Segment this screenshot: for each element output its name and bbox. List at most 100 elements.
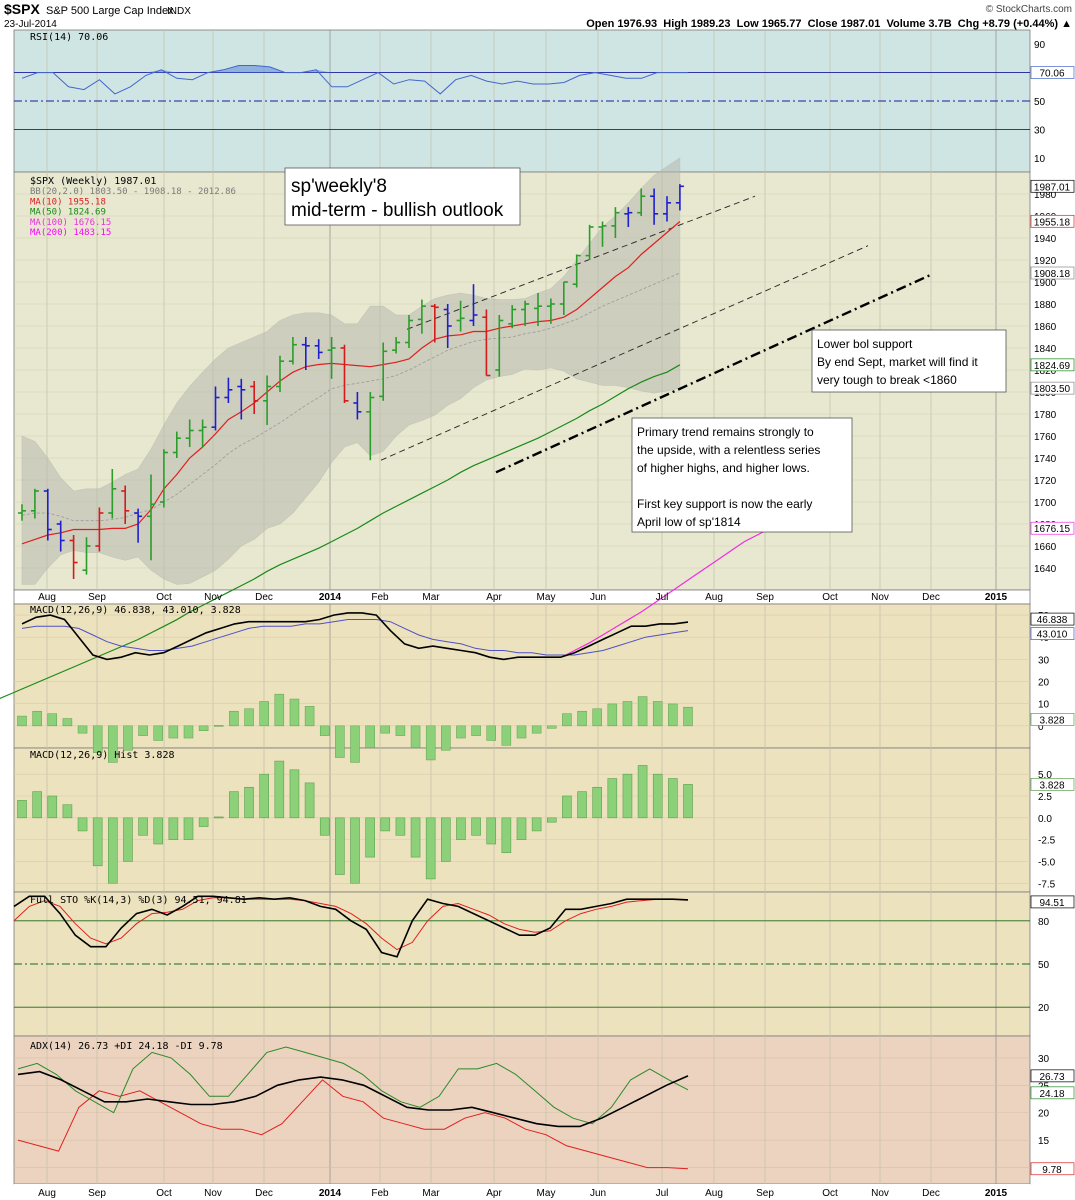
primary-line6: April low of sp'1814 [637,515,741,529]
macd-hist-small-value-label: 3.828 [1039,715,1064,726]
macd-hist-bar [410,817,421,858]
macd-hist-bar [486,817,497,845]
ma10-value-label-group: 1955.18 [1030,214,1075,228]
ohlc-bar [521,300,530,326]
macd-hist-bar [123,817,133,862]
x-label-bottom: 2014 [319,1188,342,1199]
ohlc-bar [340,344,349,403]
price-legend-item: MA(200) 1483.15 [30,228,111,238]
x-label-top: Dec [255,592,273,603]
ohlc-bar [185,419,194,447]
adx-value-label-box [1030,1069,1075,1083]
macd-hist-bar [668,778,678,819]
macd-tick: 10 [1038,700,1050,711]
lower-bol-line2: By end Sept, market will find it [817,355,978,369]
macd-small-hist-bar [289,698,300,727]
hist-value-label-group: 3.828 [1030,778,1075,791]
sto-tick: 50 [1038,960,1050,971]
minus-di-value-label-group: 9.78 [1030,1162,1075,1176]
sto-value-label-group: 94.51 [1030,895,1075,909]
macd-small-hist-bar [652,701,663,727]
primary-line1: Primary trend remains strongly to [637,425,814,439]
macd-hist-bar [395,817,406,836]
ohlc-bar [30,488,39,519]
primary-trend-box [631,417,853,533]
macd-hist-bar [138,817,148,836]
x-label-bottom: May [537,1188,556,1199]
x-label-top: Jul [656,592,669,603]
macd-small-hist-bar [365,725,375,749]
bb-lower-value-label: 1803.50 [1034,384,1071,395]
x-label-top: Nov [871,592,889,603]
rsi-tick: 90 [1034,40,1046,51]
x-label-bottom: Mar [422,1188,440,1199]
x-label-bottom: Apr [486,1188,502,1199]
macd-small-hist-bar [637,696,648,727]
macd-small-hist-bar [531,725,542,734]
ohlc-bar [637,188,646,216]
macd-small-hist-bar [471,725,481,736]
rsi-value-label-group: 70.06 [1030,66,1075,80]
macd-tick: 20 [1038,678,1050,689]
price-tick: 1860 [1034,322,1057,333]
signal-value-label-group: 43.010 [1030,627,1075,641]
minus-di-value-label-box [1030,1162,1075,1176]
macd-hist-bar [17,800,27,819]
adx-tick: 15 [1038,1136,1050,1147]
exchange-label: INDX [167,6,191,17]
x-label-top: 2014 [319,592,342,603]
macd-hist-bar [365,817,375,858]
ohlc-bar [18,504,26,521]
ohlc-bar [159,449,168,508]
macd-hist-legend: MACD(12,26,9) Hist 3.828 [30,750,175,761]
sto-tick: 20 [1038,1003,1050,1014]
macd-hist-bar [198,817,209,827]
ohlc-bar [134,508,143,543]
ma10-value-label-box [1030,214,1075,228]
macd-hist-bar [108,817,118,884]
macd-hist-bar [32,791,42,819]
ohlc-bar [559,281,568,315]
price-tick: 1920 [1034,256,1057,267]
x-label-bottom: Sep [756,1188,774,1199]
price-tick: 1820 [1034,366,1057,377]
ma100-line [563,527,771,657]
macd-small-hist-bar [562,713,572,727]
hist-tick: 2.5 [1038,792,1052,803]
macd-hist-small-value-label-group: 3.828 [1030,713,1075,726]
bb-lower-value-label-group: 1803.50 [1030,381,1075,395]
price-tick: 1940 [1034,234,1057,245]
x-label-top: Feb [371,592,389,603]
adx-tick: 20 [1038,1109,1050,1120]
macd-small-hist-bar [410,725,421,749]
macd-hist-bar [289,769,300,819]
macd-signal-line [21,619,689,656]
brand-watermark: © StockCharts.com [986,4,1072,15]
plus-di-value-label-box [1030,1086,1075,1100]
ohlc-bar [366,392,375,461]
adx-value-label: 26.73 [1039,1072,1064,1083]
macd-small-hist-bar [17,715,27,727]
ohlc-bar [650,188,659,225]
ohlc-bar [456,300,465,332]
price-tick: 1840 [1034,344,1057,355]
ohlc-bar [288,337,297,365]
macd-tick: 30 [1038,655,1050,666]
rsi-tick: 50 [1034,97,1046,108]
macd-small-hist-bar [47,713,58,727]
macd-hist-bar [153,817,164,845]
ohlc-bar [314,339,323,359]
price-legend-item: MA(10) 1955.18 [30,197,106,207]
symbol-title: $SPX [4,1,40,17]
macd-small-hist-bar [259,701,269,727]
x-label-top: 2015 [985,592,1008,603]
macd-small-hist-bar [229,710,239,727]
ohlc-bar [508,305,517,329]
ohlc-bar [392,337,401,354]
sto-value-label: 94.51 [1039,898,1064,909]
macd-small-hist-bar [592,708,602,727]
macd-hist-bar [259,773,269,819]
plus-di-value-label-group: 24.18 [1030,1086,1075,1100]
macd-hist-bar [380,817,391,832]
x-label-top: Aug [38,592,56,603]
